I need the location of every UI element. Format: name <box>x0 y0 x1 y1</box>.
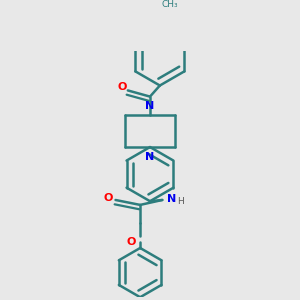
Text: O: O <box>104 193 113 202</box>
Text: N: N <box>146 152 154 163</box>
Text: H: H <box>177 197 184 206</box>
Text: N: N <box>167 194 176 204</box>
Text: O: O <box>117 82 126 92</box>
Text: O: O <box>126 237 136 247</box>
Text: N: N <box>146 100 154 111</box>
Text: CH₃: CH₃ <box>161 0 178 9</box>
